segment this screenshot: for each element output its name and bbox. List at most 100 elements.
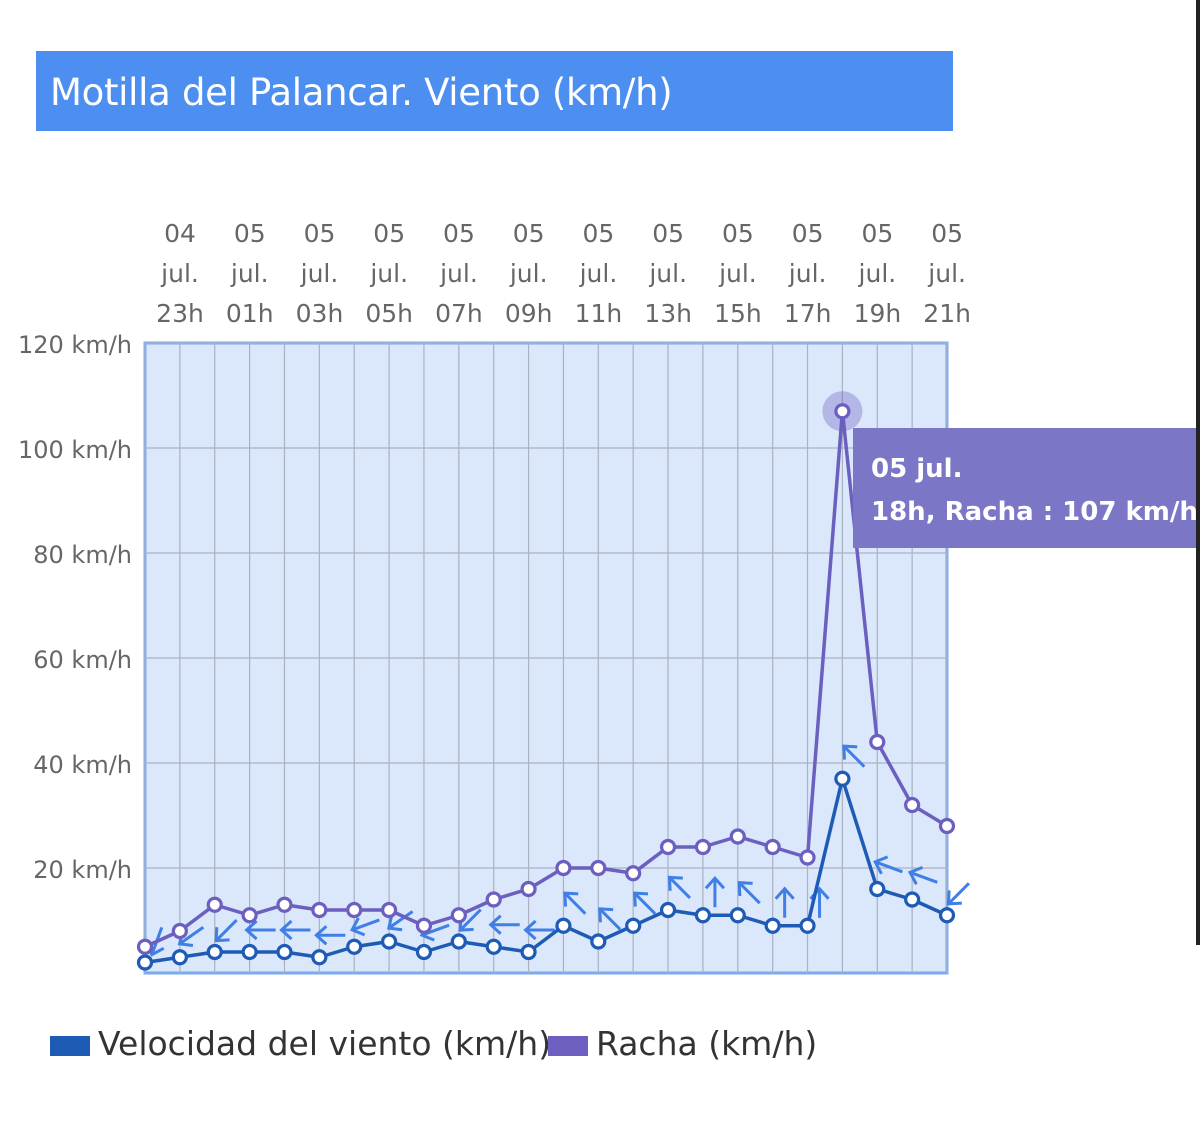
speed-point[interactable] — [659, 901, 677, 919]
gust-point[interactable] — [590, 859, 607, 877]
gust-point[interactable] — [276, 896, 293, 913]
wind-arrow — [737, 881, 761, 905]
gust-point[interactable] — [869, 733, 886, 751]
x-tick-label: 01h — [226, 299, 274, 328]
speed-point[interactable] — [206, 943, 223, 961]
wind-arrow — [907, 865, 938, 885]
y-tick-label: 60 km/h — [33, 646, 132, 674]
gust-point[interactable] — [799, 849, 816, 866]
speed-point[interactable] — [311, 949, 328, 966]
x-tick-label: 05 — [234, 219, 266, 248]
speed-point[interactable] — [799, 917, 816, 934]
speed-point[interactable] — [869, 880, 886, 898]
x-tick-label: jul. — [369, 259, 408, 288]
tooltip-date: 05 jul. — [871, 454, 963, 484]
grid-lines — [144, 342, 948, 973]
x-tick-label: 07h — [435, 299, 483, 328]
gust-point[interactable] — [380, 901, 398, 919]
x-tick-label: 05 — [583, 219, 615, 248]
x-tick-label: 21h — [923, 299, 971, 328]
wind-arrow — [632, 891, 657, 915]
speed-point[interactable] — [415, 943, 433, 961]
gust-point[interactable] — [904, 796, 921, 814]
x-tick-label: 05 — [722, 219, 754, 248]
speed-point[interactable] — [729, 907, 746, 924]
x-tick-label: jul. — [858, 259, 897, 288]
speed-point[interactable] — [276, 943, 293, 961]
x-tick-label: jul. — [439, 259, 478, 288]
speed-point[interactable] — [346, 938, 363, 955]
wind-arrow — [244, 919, 276, 941]
wind-arrow — [386, 910, 414, 932]
speed-point[interactable] — [938, 907, 956, 924]
series-points[interactable] — [136, 391, 956, 971]
x-tick-label: jul. — [579, 259, 618, 288]
data-tooltip: 05 jul. 18h, Racha : 107 km/h — [853, 428, 1200, 548]
x-tick-label: jul. — [788, 259, 827, 288]
y-axis-ticks: 120 km/h 100 km/h 80 km/h 60 km/h 40 km/h 20 … — [18, 331, 132, 884]
x-tick-label: 05 — [373, 219, 405, 248]
speed-point[interactable] — [520, 943, 537, 961]
gust-point[interactable] — [764, 838, 781, 856]
speed-point[interactable] — [241, 943, 258, 961]
x-tick-label: 05 — [861, 219, 893, 248]
speed-point[interactable] — [764, 917, 781, 934]
wind-arrow — [214, 919, 238, 943]
speed-point[interactable] — [834, 770, 851, 787]
gust-point[interactable] — [834, 403, 851, 420]
x-tick-label: 03h — [296, 299, 344, 328]
legend-label-speed: Velocidad del viento (km/h) — [98, 1024, 552, 1063]
speed-point[interactable] — [904, 891, 921, 908]
y-tick-label: 100 km/h — [18, 436, 132, 464]
speed-point[interactable] — [136, 954, 154, 971]
x-tick-label: 15h — [714, 299, 762, 328]
window-edge — [1196, 0, 1200, 945]
speed-point[interactable] — [450, 933, 467, 950]
gust-point[interactable] — [938, 817, 956, 835]
gust-point[interactable] — [415, 917, 433, 934]
x-tick-label: jul. — [509, 259, 548, 288]
gust-point[interactable] — [729, 828, 746, 845]
wind-arrow — [873, 855, 903, 875]
gust-point[interactable] — [206, 896, 223, 913]
x-tick-label: 05 — [931, 219, 963, 248]
gust-point[interactable] — [241, 907, 258, 924]
wind-arrow — [946, 882, 970, 906]
legend-swatch-speed — [50, 1036, 90, 1056]
x-tick-label: 05 — [792, 219, 824, 248]
speed-point[interactable] — [625, 917, 642, 934]
x-tick-label: jul. — [648, 259, 687, 288]
gust-point[interactable] — [171, 922, 188, 940]
gust-point[interactable] — [485, 891, 502, 908]
legend-label-gust: Racha (km/h) — [596, 1024, 818, 1063]
gust-point[interactable] — [311, 901, 328, 919]
gust-point[interactable] — [625, 865, 642, 882]
speed-point[interactable] — [485, 938, 502, 955]
gust-point[interactable] — [450, 907, 467, 924]
wind-arrow — [314, 925, 346, 946]
speed-point[interactable] — [380, 933, 398, 950]
x-tick-label: 11h — [575, 299, 623, 328]
wind-arrow — [563, 891, 587, 915]
y-tick-label: 80 km/h — [33, 541, 132, 569]
speed-point[interactable] — [590, 933, 607, 950]
speed-point[interactable] — [171, 949, 188, 966]
chart-title-bar: Motilla del Palancar. Viento (km/h) — [36, 51, 953, 131]
gust-point[interactable] — [346, 901, 363, 919]
gust-point[interactable] — [555, 859, 572, 877]
wind-arrow — [279, 919, 311, 941]
gust-point[interactable] — [694, 838, 712, 856]
y-tick-label: 20 km/h — [33, 856, 132, 884]
gust-point[interactable] — [136, 938, 154, 955]
wind-arrow — [704, 876, 726, 908]
x-tick-label: jul. — [300, 259, 339, 288]
wind-arrow — [842, 744, 866, 768]
gust-point[interactable] — [659, 838, 677, 856]
tooltip-value: 18h, Racha : 107 km/h — [871, 497, 1198, 527]
x-tick-label: 13h — [644, 299, 692, 328]
x-tick-label: jul. — [160, 259, 199, 288]
gust-point[interactable] — [520, 880, 537, 898]
speed-point[interactable] — [694, 907, 712, 924]
x-tick-label: jul. — [230, 259, 269, 288]
speed-point[interactable] — [555, 917, 572, 934]
